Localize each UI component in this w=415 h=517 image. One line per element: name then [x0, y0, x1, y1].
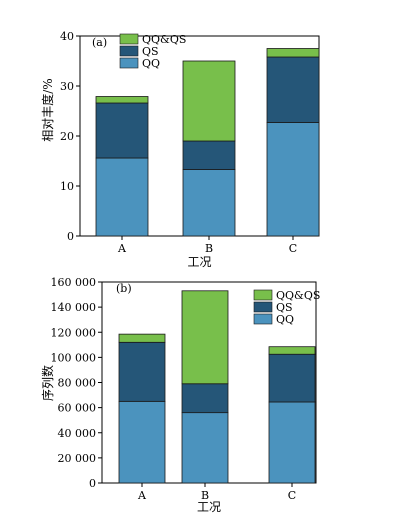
legend-swatch-QQandQS: [253, 289, 273, 301]
x-tick-label: A: [117, 242, 127, 255]
y-tick-label: 100 000: [51, 351, 97, 364]
bar-C-QS: [266, 56, 320, 123]
bar-B-QQ: [182, 169, 236, 237]
x-tick-label: B: [201, 489, 209, 502]
bar-A-QQ: [95, 157, 149, 237]
legend-swatch-QQ: [253, 313, 273, 325]
bar-A-QQandQS: [118, 333, 166, 343]
y-tick-label: 10: [60, 180, 74, 193]
legend-label: QQ&QS: [276, 289, 320, 302]
bar-C-QQ: [266, 122, 320, 237]
bar-C-QQandQS: [266, 48, 320, 58]
y-axis-title: 序列数: [40, 365, 55, 401]
bar-A-QQ: [118, 400, 166, 484]
legend-label: QS: [276, 301, 293, 314]
legend-swatch-QQ: [119, 57, 139, 69]
y-tick-label: 0: [89, 477, 96, 490]
bar-A-QQandQS: [95, 96, 149, 104]
y-tick-label: 120 000: [51, 326, 97, 339]
bar-B-QQandQS: [182, 60, 236, 142]
y-tick-label: 160 000: [51, 276, 97, 289]
panel-label: (a): [92, 36, 107, 49]
y-tick-label: 40: [60, 30, 74, 43]
y-tick-label: 40 000: [58, 427, 97, 440]
bar-C-QS: [268, 353, 316, 403]
legend-swatch-QS: [253, 301, 273, 313]
bar-A-QS: [95, 102, 149, 159]
bar-B-QQandQS: [181, 290, 229, 385]
chart-panel-b: 0 20 000 40 000 60 000 80 000 100 000 120 000 1…: [40, 276, 320, 514]
bar-C-QQandQS: [268, 346, 316, 355]
x-tick-label: C: [288, 489, 296, 502]
y-axis-title: 相对丰度/%: [40, 78, 55, 141]
legend-swatch-QS: [119, 45, 139, 57]
y-tick-label: 140 000: [51, 301, 97, 314]
x-tick-label: B: [205, 242, 213, 255]
legend-label: QS: [142, 45, 159, 58]
y-tick-label: 20 000: [58, 452, 97, 465]
y-tick-label: 0: [67, 230, 74, 243]
x-tick-label: C: [289, 242, 297, 255]
panel-label: (b): [116, 282, 132, 295]
bar-B-QS: [181, 383, 229, 414]
x-axis-title: 工况: [197, 500, 221, 514]
legend-label: QQ: [276, 313, 294, 326]
bar-B-QQ: [181, 412, 229, 484]
x-axis-title: 工况: [187, 255, 211, 269]
bar-A-QS: [118, 341, 166, 402]
y-tick-label: 80 000: [58, 377, 97, 390]
legend-label: QQ: [142, 57, 160, 70]
legend-label: QQ&QS: [142, 33, 186, 46]
y-tick-label: 20: [60, 130, 74, 143]
y-tick-label: 30: [60, 80, 74, 93]
x-tick-label: A: [137, 489, 147, 502]
y-tick-label: 60 000: [58, 402, 97, 415]
bar-B-QS: [182, 140, 236, 170]
bar-C-QQ: [268, 401, 316, 484]
legend-swatch-QQandQS: [119, 33, 139, 45]
